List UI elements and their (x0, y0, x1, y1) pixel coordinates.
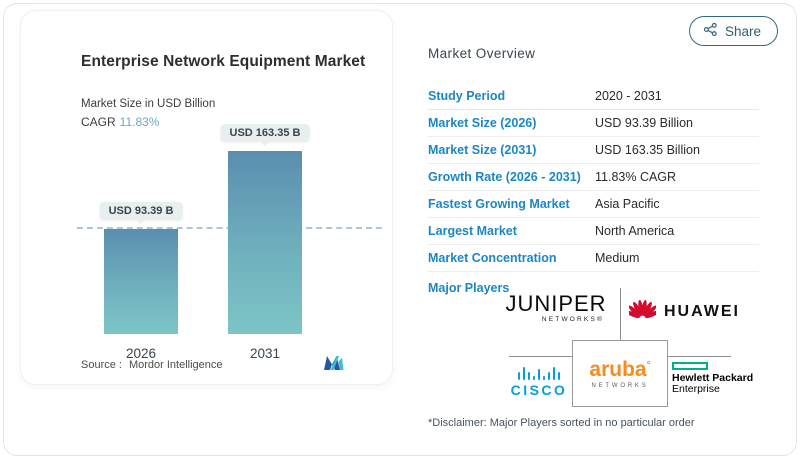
bar-chart: USD 93.39 B USD 163.35 B 2026 2031 (21, 11, 392, 384)
cisco-bridge-icon (506, 366, 572, 380)
hpe-logo: Hewlett Packard Enterprise (672, 362, 753, 395)
row-value: USD 163.35 Billion (595, 143, 700, 157)
overview-table: Study Period 2020 - 2031 Market Size (20… (428, 83, 759, 272)
huawei-flower-icon (625, 297, 660, 326)
bar-2031 (228, 151, 302, 334)
juniper-networks-sub: NETWORKS® (541, 316, 604, 323)
juniper-wordmark: JUNIPER (505, 291, 607, 316)
row-value: North America (595, 224, 675, 238)
bar-2026 (104, 229, 178, 334)
players-horizontal-divider-right (668, 356, 731, 357)
players-horizontal-divider-left (509, 356, 572, 357)
row-label: Largest Market (428, 224, 517, 238)
aruba-wordmark: aruba° (589, 358, 651, 381)
share-button-label: Share (724, 23, 761, 39)
huawei-logo: HUAWEI (625, 297, 740, 326)
cagr-label: CAGR (81, 115, 116, 129)
chart-subtitle: Market Size in USD Billion (81, 98, 216, 110)
share-button[interactable]: Share (688, 16, 778, 46)
bar-value-badge-2026: USD 93.39 B (99, 202, 183, 224)
juniper-networks-logo: JUNIPER NETWORKS® (500, 291, 612, 324)
x-axis-label-2026: 2026 (125, 346, 157, 361)
cagr-value: 11.83% (119, 115, 160, 129)
aruba-mark: ° (646, 360, 651, 371)
aruba-networks-sub: NETWORKS (591, 383, 649, 389)
row-value: 11.83% CAGR (595, 170, 677, 184)
row-value: USD 93.39 Billion (595, 116, 693, 130)
market-snapshot-card: Enterprise Network Equipment Market Mark… (20, 10, 393, 385)
row-label: Market Size (2026) (428, 116, 537, 130)
source-value: Mordor Intelligence (128, 359, 223, 371)
overview-heading: Market Overview (428, 46, 536, 61)
source-label: Source : (81, 359, 122, 371)
row-label: Market Concentration (428, 251, 557, 265)
row-value: 2020 - 2031 (595, 89, 662, 103)
cisco-logo: cisco (506, 366, 572, 398)
row-label: Growth Rate (2026 - 2031) (428, 170, 581, 184)
chart-title: Enterprise Network Equipment Market (81, 53, 366, 70)
cisco-wordmark: cisco (510, 382, 568, 398)
huawei-wordmark: HUAWEI (664, 302, 740, 320)
row-label: Study Period (428, 89, 506, 103)
share-nodes-icon (703, 22, 718, 40)
hpe-wordmark-line2: Enterprise (672, 383, 720, 395)
major-players-label: Major Players (428, 281, 510, 295)
disclaimer-text: *Disclaimer: Major Players sorted in no … (428, 417, 695, 429)
hpe-green-rect-icon (672, 362, 708, 370)
hpe-wordmark-line1: Hewlett Packard (672, 372, 754, 384)
row-value: Medium (595, 251, 640, 265)
table-row: Market Size (2031) USD 163.35 Billion (428, 137, 759, 164)
table-row: Largest Market North America (428, 218, 759, 245)
x-axis-label-2031: 2031 (249, 346, 281, 361)
cagr-line: CAGR 11.83% (81, 115, 159, 129)
row-value: Asia Pacific (595, 197, 660, 211)
table-row: Market Size (2026) USD 93.39 Billion (428, 110, 759, 137)
players-vertical-divider (620, 288, 621, 340)
bar-value-badge-2031: USD 163.35 B (220, 124, 310, 146)
aruba-networks-logo: aruba° NETWORKS (578, 355, 662, 390)
table-row: Growth Rate (2026 - 2031) 11.83% CAGR (428, 164, 759, 191)
table-row: Study Period 2020 - 2031 (428, 83, 759, 110)
row-label: Market Size (2031) (428, 143, 537, 157)
row-label: Fastest Growing Market (428, 197, 570, 211)
source-row: Source : Mordor Intelligence (81, 356, 345, 374)
table-row: Market Concentration Medium (428, 245, 759, 272)
aruba-cell-box (572, 340, 668, 407)
mordor-intelligence-logo-icon (323, 356, 345, 374)
table-row: Fastest Growing Market Asia Pacific (428, 191, 759, 218)
